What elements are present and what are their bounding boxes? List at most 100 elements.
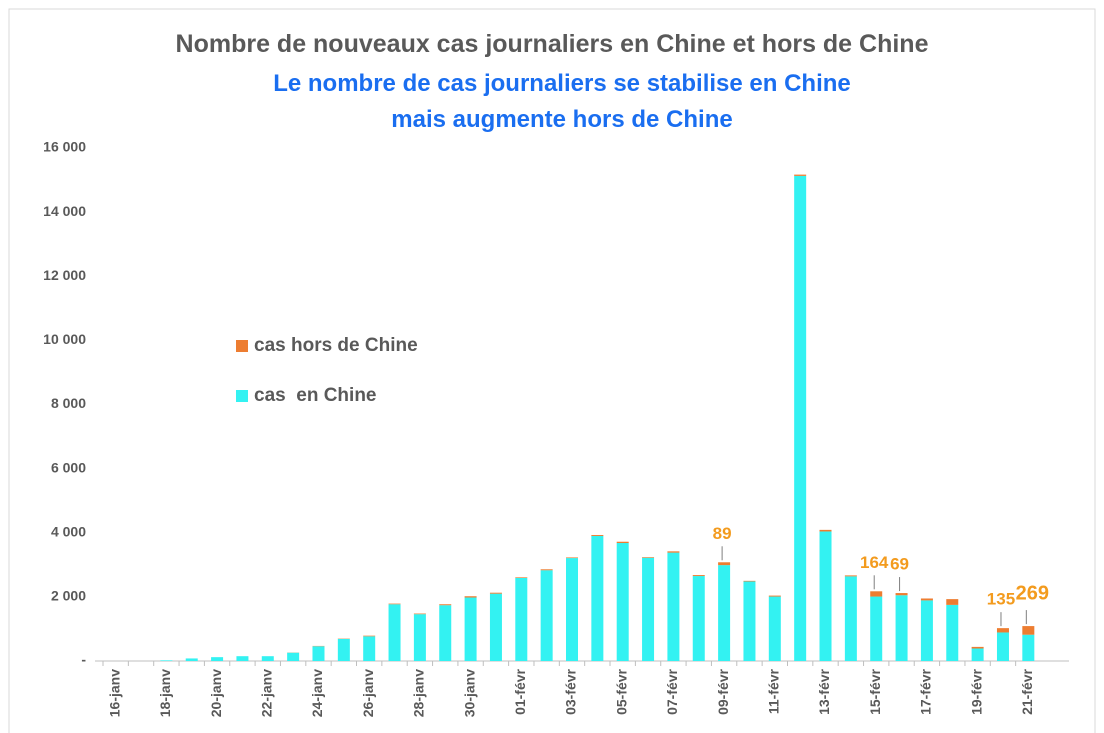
- bar-segment: [718, 565, 731, 661]
- legend-swatch: [236, 340, 248, 352]
- bar-segment: [337, 638, 350, 661]
- bar-segment: [971, 646, 984, 649]
- x-tick-label: 01-févr: [512, 668, 528, 714]
- bar-segment: [1022, 626, 1035, 635]
- bar-segment: [515, 577, 528, 661]
- bar-segment: [515, 577, 528, 578]
- bar-segment: [642, 557, 655, 558]
- y-tick-label: 12 000: [43, 267, 86, 283]
- bar-segment: [540, 570, 553, 661]
- bar-segment: [160, 660, 173, 661]
- bar-segment: [819, 531, 832, 661]
- x-tick-label: 17-févr: [918, 668, 934, 714]
- bar-segment: [870, 591, 883, 597]
- bar-segment: [566, 557, 578, 559]
- bar-segment: [996, 628, 1009, 633]
- bar-segment: [312, 646, 325, 661]
- bar-segment: [895, 593, 908, 596]
- data-label: 135: [987, 590, 1015, 609]
- bar-segment: [413, 614, 426, 661]
- x-tick-label: 24-janv: [309, 669, 325, 717]
- y-tick-label: 2 000: [51, 588, 86, 604]
- x-tick-label: 22-janv: [258, 669, 274, 717]
- bar-segment: [540, 569, 553, 571]
- x-tick-label: 07-févr: [664, 668, 680, 714]
- bar-segment: [489, 593, 502, 661]
- x-tick-label: 30-janv: [461, 669, 477, 717]
- bar-segment: [464, 596, 477, 598]
- y-tick-label: 10 000: [43, 331, 86, 347]
- bar-segment: [768, 595, 781, 597]
- data-label: 164: [860, 553, 889, 572]
- x-tick-label: 03-févr: [563, 668, 579, 714]
- bar-segment: [1022, 634, 1035, 661]
- bar-segment: [439, 604, 452, 606]
- bar-segment: [946, 604, 959, 661]
- bar-segment: [363, 635, 376, 637]
- y-tick-label: 16 000: [43, 139, 86, 155]
- legend-swatch: [236, 390, 248, 402]
- bar-segment: [794, 174, 807, 176]
- data-label: 69: [890, 555, 909, 574]
- y-tick-label: 8 000: [51, 395, 86, 411]
- bar-segment: [794, 175, 807, 661]
- x-tick-label: 20-janv: [208, 669, 224, 717]
- bar-segment: [388, 604, 401, 661]
- bar-segment: [819, 529, 832, 532]
- bar-segment: [464, 597, 477, 661]
- x-tick-label: 16-janv: [106, 669, 122, 717]
- x-tick-label: 11-févr: [766, 668, 782, 714]
- legend-label: cas hors de Chine: [254, 335, 418, 356]
- bar-segment: [692, 575, 705, 577]
- bar-segment: [768, 596, 781, 661]
- chart-title: Nombre de nouveaux cas journaliers en Ch…: [175, 30, 929, 58]
- bar-segment: [920, 600, 933, 661]
- x-tick-label: 18-janv: [157, 669, 173, 717]
- x-tick-label: 19-févr: [968, 668, 984, 714]
- bar-segment: [844, 575, 857, 577]
- bar-segment: [743, 581, 756, 661]
- y-tick-label: 14 000: [43, 203, 86, 219]
- frame: [8, 8, 1096, 733]
- bar-segment: [895, 595, 908, 661]
- bar-segment: [692, 576, 705, 661]
- bar-segment: [261, 656, 274, 661]
- bar-segment: [667, 551, 680, 553]
- bar-segment: [870, 596, 883, 661]
- x-tick-label: 09-févr: [715, 668, 731, 714]
- bar-segment: [591, 534, 604, 536]
- bar-segment: [616, 541, 629, 544]
- bar-segment: [718, 562, 731, 566]
- chart-subtitle: Le nombre de cas journaliers se stabilis…: [273, 70, 851, 133]
- bar-segment: [996, 632, 1009, 661]
- bar-segment: [616, 543, 629, 661]
- bar-segment: [363, 636, 376, 661]
- bar-segment: [388, 603, 401, 605]
- data-label: 89: [713, 524, 732, 543]
- bar-segment: [566, 558, 578, 661]
- x-tick-label: 13-févr: [816, 668, 832, 714]
- bar-segment: [185, 658, 198, 661]
- bar-segment: [413, 613, 426, 615]
- bar-segment: [439, 605, 452, 661]
- x-tick-label: 21-févr: [1019, 668, 1035, 714]
- x-tick-label: 28-janv: [411, 669, 427, 717]
- data-label: 269: [1016, 582, 1049, 604]
- bar-segment: [971, 648, 984, 661]
- bar-segment: [844, 576, 857, 661]
- x-tick-label: 26-janv: [360, 669, 376, 717]
- bar-segment: [591, 535, 604, 661]
- x-tick-label: 05-févr: [613, 668, 629, 714]
- y-tick-label: -: [81, 652, 86, 668]
- x-tick-label: 15-févr: [867, 668, 883, 714]
- y-tick-label: 6 000: [51, 459, 86, 475]
- bar-segment: [236, 656, 249, 661]
- bar-segment: [667, 552, 680, 661]
- bar-segment: [287, 652, 300, 661]
- bar-segment: [489, 592, 502, 594]
- bar-segment: [946, 599, 959, 605]
- bar-segment: [920, 598, 933, 601]
- bar-segment: [211, 657, 224, 661]
- bar-segment: [743, 580, 756, 582]
